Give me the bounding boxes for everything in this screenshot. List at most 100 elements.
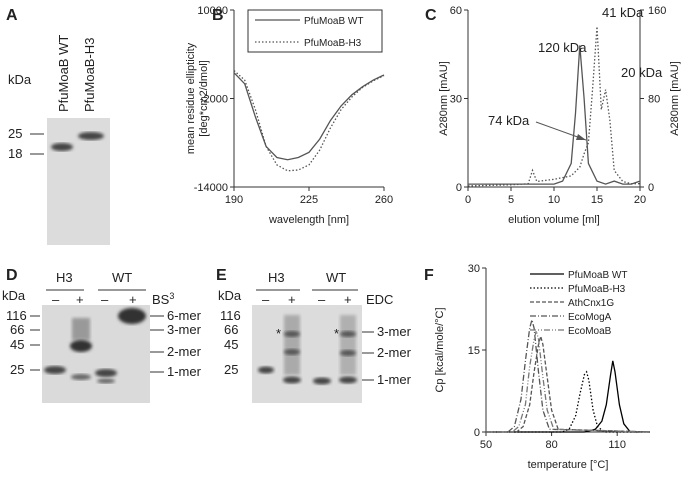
- x-tick-label: 20: [634, 194, 646, 206]
- species-label: 6-mer: [167, 308, 202, 323]
- y-tick-label: -14000: [194, 182, 228, 194]
- x-tick-label: 260: [375, 194, 393, 206]
- band: [71, 374, 91, 380]
- x-tick-label: 225: [300, 194, 318, 206]
- x-tick-label: 50: [480, 439, 492, 451]
- y-tick-label: 0: [474, 427, 480, 439]
- panel-letter: A: [6, 7, 18, 24]
- band: [313, 377, 331, 385]
- reagent-sup: 3: [169, 291, 174, 301]
- band: [284, 331, 300, 337]
- annotation: 20 kDa: [621, 65, 663, 80]
- series-line: [468, 45, 641, 185]
- x-tick-label: 80: [545, 439, 557, 451]
- series-line: [486, 333, 651, 433]
- band: [51, 143, 73, 151]
- band: [284, 349, 300, 355]
- x-tick-label: 5: [508, 194, 514, 206]
- group-label: H3: [268, 270, 285, 285]
- legend-label: PfuMoaB WT: [568, 270, 627, 281]
- x-tick-label: 190: [225, 194, 243, 206]
- panel-letter: C: [425, 7, 437, 24]
- legend-label: PfuMoaB-H3: [568, 284, 626, 295]
- annotation: 120 kDa: [538, 40, 587, 55]
- y-tick-label: 60: [450, 5, 462, 17]
- species-label: 3-mer: [167, 322, 202, 337]
- legend-label: EcoMogA: [568, 312, 612, 323]
- panel-letter: F: [424, 267, 434, 284]
- gel: [47, 118, 110, 245]
- x-tick-label: 15: [591, 194, 603, 206]
- y-tick-label: 15: [468, 345, 480, 357]
- series-line: [233, 72, 385, 161]
- band: [44, 366, 66, 374]
- marker-label: 45: [10, 337, 24, 352]
- x-tick-label: 110: [608, 439, 626, 451]
- y-axis-label: mean residue ellipticity: [185, 42, 197, 154]
- y-tick-label: -2000: [200, 94, 228, 106]
- lane-sign: –: [318, 292, 326, 307]
- annotation: 74 kDa: [488, 113, 530, 128]
- group-label: WT: [326, 270, 346, 285]
- species-label: 2-mer: [377, 345, 412, 360]
- y-tick-label: 10000: [197, 5, 228, 17]
- y-tick-label: 30: [468, 263, 480, 275]
- lane-sign: +: [344, 292, 352, 307]
- chart: 0 15 30 50 80 110 Cp [kcal/mole/°C] temperature…: [434, 263, 651, 471]
- band: [78, 132, 104, 140]
- x-axis-label: elution volume [ml]: [508, 214, 600, 226]
- x-axis-label: temperature [°C]: [528, 459, 609, 471]
- marker-label: 116: [220, 308, 241, 323]
- panel-letter: E: [216, 267, 227, 284]
- lane-sign: +: [129, 292, 137, 307]
- y2-tick-label: 0: [648, 182, 654, 194]
- marker-label: 66: [10, 322, 24, 337]
- marker-label: 45: [224, 337, 238, 352]
- arrow-head: [576, 134, 586, 140]
- group-label: H3: [56, 270, 73, 285]
- lane-sign: +: [288, 292, 296, 307]
- lane-sign: –: [52, 292, 60, 307]
- unit-label: kDa: [8, 72, 32, 87]
- x-tick-label: 0: [465, 194, 471, 206]
- smear: [72, 318, 90, 340]
- y-tick-label: 30: [450, 94, 462, 106]
- marker-label: 25: [8, 126, 22, 141]
- band: [97, 378, 115, 384]
- reagent: BS3: [152, 291, 174, 307]
- group-label: WT: [112, 270, 132, 285]
- band: [70, 340, 92, 352]
- series-line: [486, 317, 651, 433]
- lane-label: PfuMoaB WT: [56, 35, 71, 112]
- x-tick-label: 10: [548, 194, 560, 206]
- legend-label: EcoMoaB: [568, 326, 612, 337]
- marker-label: 116: [6, 308, 27, 323]
- series-line: [486, 370, 650, 433]
- legend-label: PfuMoaB WT: [304, 16, 363, 27]
- band: [95, 369, 117, 377]
- band: [258, 366, 274, 374]
- asterisk: *: [334, 326, 339, 341]
- asterisk: *: [276, 326, 281, 341]
- species-label: 2-mer: [167, 344, 202, 359]
- reagent: EDC: [366, 292, 393, 307]
- legend-label: PfuMoaB-H3: [304, 38, 362, 49]
- band: [340, 331, 356, 337]
- panel-letter: B: [212, 7, 224, 24]
- band: [283, 376, 301, 384]
- panel-letter: D: [6, 267, 18, 284]
- y2-tick-label: 80: [648, 94, 660, 106]
- gel-e: H3 WT – + – + EDC kDa 116 66 45 25 * * 3…: [218, 270, 412, 403]
- series-line: [467, 26, 640, 187]
- y2-tick-label: 160: [648, 5, 666, 17]
- series-line: [233, 70, 385, 172]
- y-tick-label: 0: [456, 182, 462, 194]
- lane-sign: –: [262, 292, 270, 307]
- legend-label: AthCnx1G: [568, 298, 614, 309]
- marker-label: 18: [8, 146, 22, 161]
- unit-label: kDa: [218, 288, 242, 303]
- reagent-name: BS: [152, 292, 170, 307]
- series-line: [486, 360, 650, 433]
